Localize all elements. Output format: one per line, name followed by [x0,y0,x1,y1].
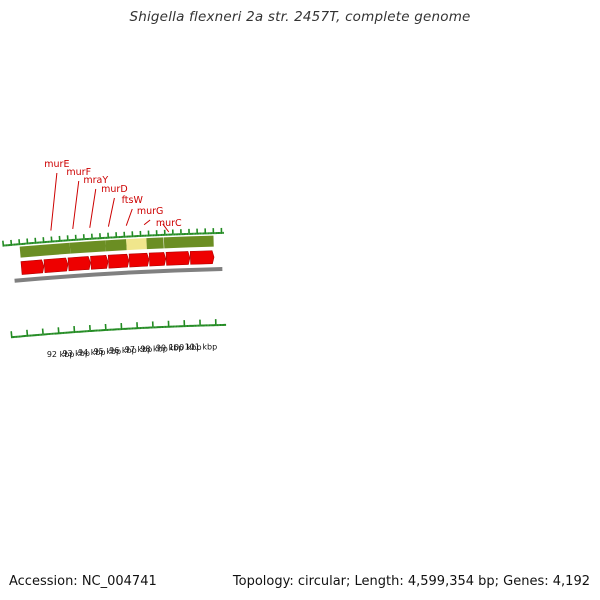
accession-text: Accession: NC_004741 [9,574,157,589]
gene-label: murG [137,206,164,217]
gene-label: murD [101,184,128,195]
gene-label: murC [156,218,182,229]
gene-arrow [107,253,130,269]
kbp-label: 93 kbp [62,349,90,358]
gene-label-leader [143,219,151,226]
outer-tick-major [2,240,5,247]
gene-label-leader [162,223,170,233]
gene-label: murF [66,167,91,178]
inner-tick-major [26,329,29,337]
kbp-label: 97 kbp [125,345,153,354]
backbone-ring [14,266,223,283]
gene-label: mraY [83,175,108,186]
gene-label: murE [44,159,69,170]
gene-label-leader [89,188,97,228]
kbp-label: 96 kbp [109,346,137,355]
gene-segment [105,239,127,252]
kbp-label: 100 kbp [169,343,202,352]
gene-segment [19,242,71,258]
gene-segment [163,235,214,249]
gene-arrow-track [20,250,215,275]
highlighted-gene-segment [126,238,147,251]
kbp-label: 92 kbp [47,350,75,359]
gene-arrow [67,256,91,272]
gene-arrow [90,255,109,270]
inner-tick-major [41,328,44,336]
kbp-label: 94 kbp [78,348,106,357]
outer-tick-track [2,227,224,247]
outer-tick-major [18,239,21,246]
gene-segment-track [19,235,214,258]
gene-label-leader [50,172,58,231]
gene-arrow [165,251,191,266]
map-title: Shigella flexneri 2a str. 2457T, complet… [129,9,471,25]
outer-tick-major [10,239,13,246]
outer-tick-major [26,238,29,245]
inner-tick-track [10,319,227,339]
gene-label-leader [125,208,133,226]
inner-tick-major [73,326,76,334]
kbp-label: 99 kbp [156,344,184,353]
gene-arrow [43,257,69,273]
gene-arrow [20,259,45,275]
genome-stats-text: Topology: circular; Length: 4,599,354 bp… [232,574,590,589]
gene-arrow [148,252,167,267]
gene-arrow [128,252,150,268]
inner-tick-major [10,331,13,339]
gene-arrow [189,250,215,265]
gene-segment [146,237,164,250]
gene-segment [69,240,106,254]
kbp-label: 98 kbp [140,344,168,353]
kbp-label: 95 kbp [94,347,122,356]
gene-label-leader [72,180,80,230]
gene-label-leader [107,197,115,227]
kbp-label: 101 kbp [185,343,218,352]
gene-label: ftsW [122,195,144,206]
inner-tick-major [57,327,60,335]
